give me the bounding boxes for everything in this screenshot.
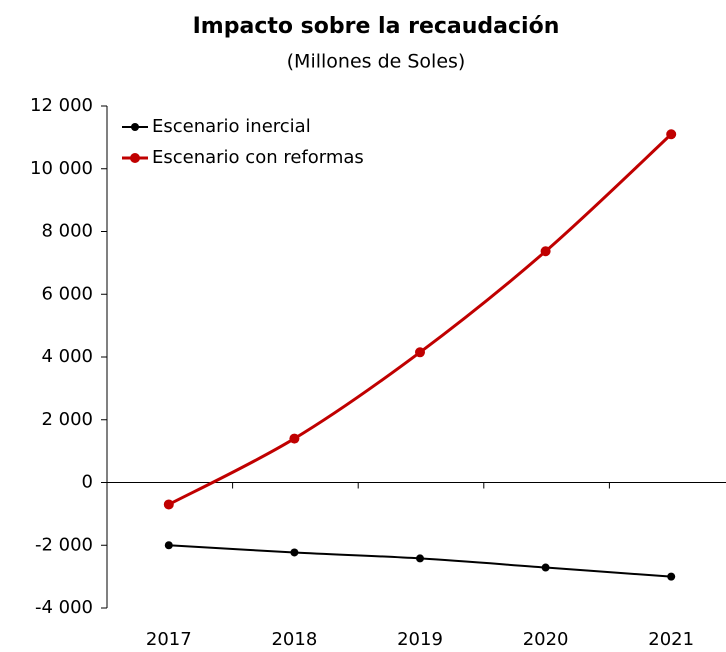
y-tick-label: 2 000 <box>41 409 93 430</box>
point <box>540 246 551 257</box>
x-tick-label: 2021 <box>648 629 694 650</box>
point <box>415 347 425 358</box>
legend-marker <box>131 123 139 131</box>
y-tick-label: 12 000 <box>30 95 93 116</box>
point <box>164 541 173 550</box>
x-tick-label: 2020 <box>523 629 569 650</box>
legend-label: Escenario inercial <box>152 116 311 137</box>
point <box>289 433 300 444</box>
legend-label: Escenario con reformas <box>152 147 364 168</box>
point <box>666 129 677 140</box>
chart-title: Impacto sobre la recaudación <box>193 14 560 39</box>
y-tick-label: -4 000 <box>35 597 93 618</box>
point <box>416 554 424 563</box>
y-tick-label: 4 000 <box>41 346 93 367</box>
legend-marker <box>130 153 140 163</box>
x-tick-label: 2018 <box>271 629 317 650</box>
y-tick-label: 6 000 <box>41 283 93 304</box>
point <box>667 572 676 581</box>
point <box>541 563 550 572</box>
chart-subtitle: (Millones de Soles) <box>287 51 466 73</box>
x-tick-label: 2017 <box>146 629 192 650</box>
series-line <box>168 133 673 506</box>
y-tick-label: 0 <box>82 472 93 493</box>
y-tick-label: 8 000 <box>41 221 93 242</box>
y-tick-label: -2 000 <box>35 534 93 555</box>
x-tick-label: 2019 <box>397 629 443 650</box>
y-tick-label: 10 000 <box>30 158 93 179</box>
point <box>163 499 174 510</box>
point <box>290 548 299 557</box>
